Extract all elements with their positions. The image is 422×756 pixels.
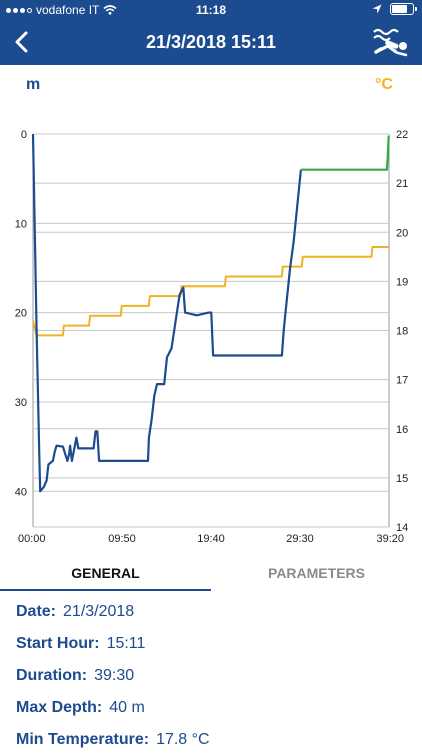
temperature-tick-label: 17 xyxy=(396,375,408,387)
start-hour-label: Start Hour: xyxy=(16,635,100,652)
depth-tick-label: 30 xyxy=(15,397,27,409)
depth-tick-label: 0 xyxy=(21,129,27,141)
temperature-tick-label: 18 xyxy=(396,326,408,338)
time-tick-label: 39:20 xyxy=(376,533,404,545)
nav-bar: 21/3/2018 15:11 xyxy=(0,20,422,65)
carrier-name: vodafone IT xyxy=(36,3,100,17)
chart-grid xyxy=(32,133,390,528)
battery-icon xyxy=(390,3,417,15)
time-tick-label: 19:40 xyxy=(197,533,225,545)
min-temperature-label: Min Temperature: xyxy=(16,731,150,748)
min-temperature-value: 17.8 °C xyxy=(156,731,210,748)
info-row-date: Date: 21/3/2018 xyxy=(16,596,416,628)
status-bar: vodafone IT 11:18 xyxy=(0,0,422,20)
temperature-tick-label: 20 xyxy=(396,227,408,239)
tab-bar: GENERAL PARAMETERS xyxy=(0,555,422,591)
page-title: 21/3/2018 15:11 xyxy=(145,32,277,52)
duration-label: Duration: xyxy=(16,667,88,684)
start-hour-value: 15:11 xyxy=(106,635,146,652)
depth-tick-label: 40 xyxy=(15,486,27,498)
time-tick-label: 09:50 xyxy=(108,533,136,545)
time-tick-label: 29:30 xyxy=(286,533,314,545)
temperature-tick-label: 21 xyxy=(396,178,408,190)
date-value: 21/3/2018 xyxy=(63,603,135,620)
depth-tick-label: 10 xyxy=(15,218,27,230)
date-label: Date: xyxy=(16,603,57,620)
depth-series-line xyxy=(31,133,302,493)
depth-tick-label: 20 xyxy=(15,308,27,320)
max-depth-label: Max Depth: xyxy=(16,699,103,716)
info-row-min-temperature: Min Temperature: 17.8 °C xyxy=(16,724,416,756)
status-time: 11:18 xyxy=(195,3,227,17)
time-tick-label: 00:00 xyxy=(18,533,46,545)
temperature-tick-label: 15 xyxy=(396,473,408,485)
dive-profile-chart: m °C 0 10 20 30 40 14 15 16 17 18 19 20 21 22 00:00 09:… xyxy=(15,76,409,545)
info-row-duration: Duration: 39:30 xyxy=(16,660,416,692)
temperature-tick-label: 19 xyxy=(396,276,408,288)
ascent-series-line xyxy=(300,135,390,171)
chevron-left-icon[interactable] xyxy=(8,28,36,56)
temperature-tick-label: 22 xyxy=(396,129,408,141)
info-row-start-hour: Start Hour: 15:11 xyxy=(16,628,416,660)
active-tab-indicator xyxy=(0,589,211,591)
general-info-list: Date: 21/3/2018 Start Hour: 15:11 Durati… xyxy=(16,596,416,756)
signal-strength-icon xyxy=(6,7,32,13)
max-depth-value: 40 m xyxy=(109,699,145,716)
temperature-tick-label: 14 xyxy=(396,522,408,534)
diver-icon[interactable] xyxy=(372,24,412,60)
carrier-info: vodafone IT xyxy=(6,3,117,17)
tab-general[interactable]: GENERAL xyxy=(71,565,140,581)
temperature-unit-label: °C xyxy=(375,76,393,93)
temperature-tick-label: 16 xyxy=(396,424,408,436)
chart-tick-labels: 0 10 20 30 40 14 15 16 17 18 19 20 21 22 00:00 09:50 19:… xyxy=(15,129,409,545)
location-arrow-icon xyxy=(372,4,382,14)
tab-parameters[interactable]: PARAMETERS xyxy=(268,565,365,581)
duration-value: 39:30 xyxy=(94,667,135,684)
info-row-max-depth: Max Depth: 40 m xyxy=(16,692,416,724)
depth-unit-label: m xyxy=(26,76,40,93)
wifi-icon xyxy=(103,5,117,15)
